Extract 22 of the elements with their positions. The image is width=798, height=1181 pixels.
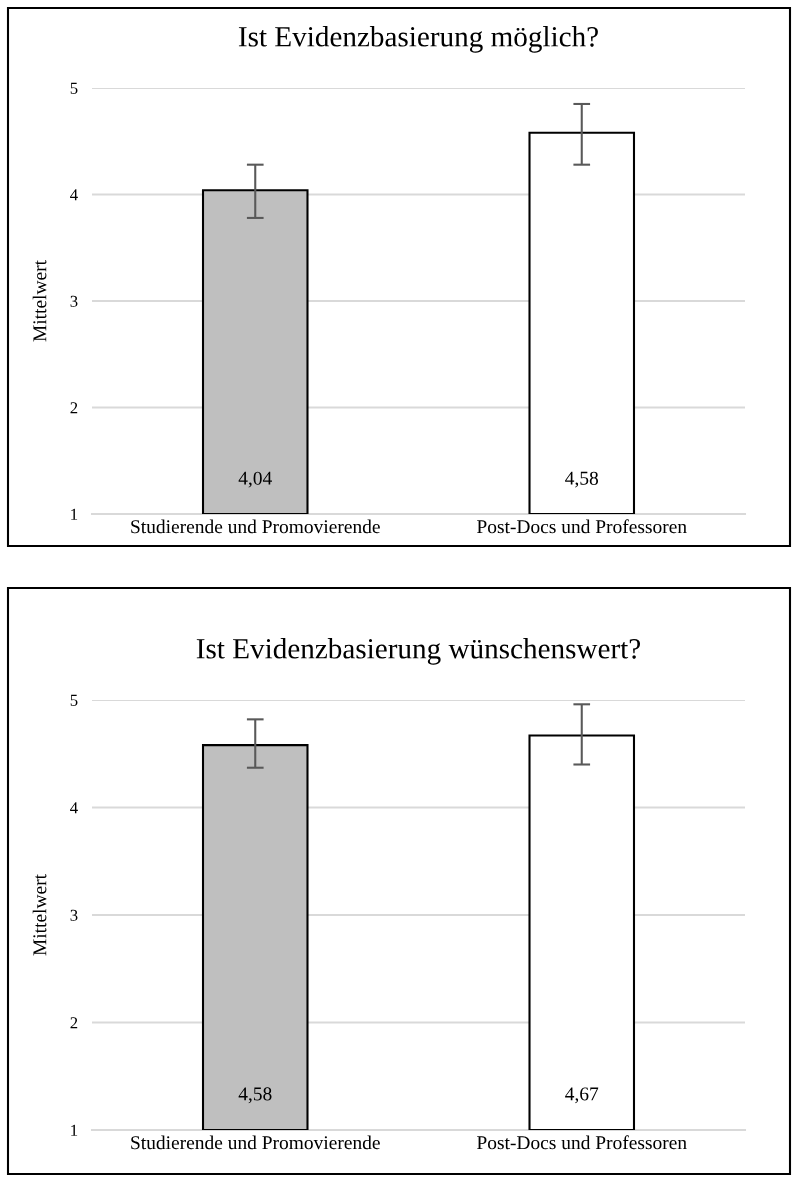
y-tick-label: 2 <box>70 402 78 414</box>
y-tick-label: 2 <box>70 1017 78 1029</box>
y-tick-label: 1 <box>71 1124 78 1136</box>
y-tick-label: 4 <box>70 189 78 201</box>
y-tick-label: 4 <box>70 802 78 814</box>
y-tick-label: 3 <box>70 295 78 307</box>
x-tick-label: Studierende und Promovierende <box>131 1135 380 1150</box>
x-tick-label: Post-Docs und Professoren <box>476 519 687 534</box>
chart-title: Ist Evidenzbasierung möglich? <box>238 26 598 53</box>
y-tick-label: 5 <box>70 694 78 706</box>
y-tick-label: 3 <box>70 909 78 921</box>
y-axis-title: Mittelwert <box>32 874 47 956</box>
data-label: 4,58 <box>565 471 599 488</box>
chart-title: Ist Evidenzbasierung wünschenswert? <box>196 638 641 665</box>
data-label: 4,67 <box>565 1087 599 1104</box>
y-tick-label: 1 <box>71 508 78 520</box>
y-axis-title: Mittelwert <box>32 260 47 342</box>
y-tick-label: 5 <box>70 82 78 94</box>
data-label: 4,58 <box>238 1087 272 1104</box>
x-tick-label: Post-Docs und Professoren <box>476 1135 687 1150</box>
data-label: 4,04 <box>238 471 272 488</box>
x-tick-label: Studierende und Promovierende <box>131 519 380 534</box>
